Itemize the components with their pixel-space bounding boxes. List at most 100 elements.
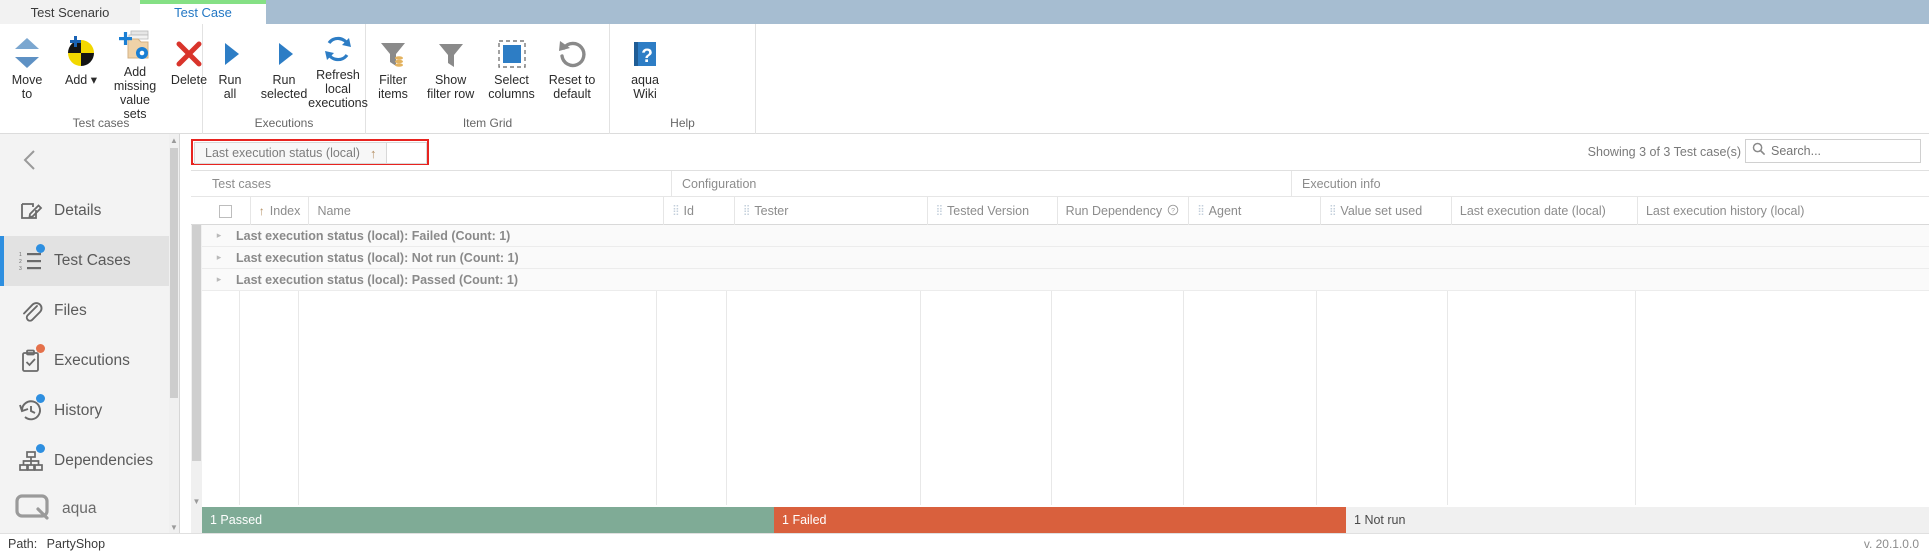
ribbon-tab-strip: Test Scenario Test Case: [0, 0, 1929, 24]
sort-ascending-icon: ↑: [258, 204, 265, 218]
status-segment-not-run-label: 1 Not run: [1354, 513, 1406, 527]
sidebar-badge-dependencies: [36, 444, 45, 453]
group-row-passed[interactable]: ▸ Last execution status (local): Passed …: [202, 269, 1929, 291]
refresh-local-executions-button[interactable]: Refresh local executions: [308, 28, 368, 110]
brand[interactable]: aqua: [14, 492, 96, 525]
header-agent[interactable]: ⣿ Agent: [1189, 197, 1322, 225]
header-value-set-used-label: Value set used: [1340, 204, 1423, 218]
header-tested-version[interactable]: ⣿ Tested Version: [928, 197, 1058, 225]
expand-collapse-icon[interactable]: ▸: [216, 252, 222, 262]
column-grip-icon: ⣿: [935, 205, 943, 216]
show-filter-row-label: Show filter row: [427, 73, 475, 101]
group-row-not-run-label: Last execution status (local): Not run (…: [236, 250, 519, 265]
main-content: Last execution status (local) ↑ Showing …: [180, 134, 1929, 533]
header-run-dependency-label: Run Dependency: [1065, 204, 1163, 218]
delete-button[interactable]: Delete: [162, 28, 216, 110]
add-missing-value-sets-button[interactable]: Add missing value sets: [108, 28, 162, 121]
add-button[interactable]: Add ▾: [54, 28, 108, 110]
expand-collapse-icon[interactable]: ▸: [216, 274, 222, 284]
refresh-local-executions-icon: [322, 28, 354, 65]
grid-header-row: ↑ Index Name ⣿ Id ⣿ Tester ⣿ Tested Vers…: [191, 197, 1929, 225]
scroll-down-icon[interactable]: ▼: [170, 522, 178, 532]
sidebar-item-executions[interactable]: Executions: [0, 336, 179, 386]
select-columns-label: Select columns: [488, 73, 535, 101]
sidebar-item-files[interactable]: Files: [0, 286, 179, 336]
status-segment-failed: 1 Failed: [774, 507, 1347, 533]
header-agent-label: Agent: [1208, 204, 1242, 218]
files-icon: [14, 296, 48, 326]
sidebar-scrollbar[interactable]: ▲ ▼: [169, 134, 179, 533]
move-to-button[interactable]: Move to: [0, 28, 54, 110]
header-last-execution-history[interactable]: Last execution history (local): [1638, 197, 1929, 225]
tab-test-scenario[interactable]: Test Scenario: [0, 0, 140, 24]
sidebar-item-details-label: Details: [54, 202, 102, 219]
header-last-execution-date-label: Last execution date (local): [1459, 204, 1606, 218]
search-box[interactable]: [1745, 139, 1921, 163]
select-all-checkbox[interactable]: [219, 204, 233, 218]
version-label: v. 20.1.0.0: [1863, 537, 1919, 551]
grid-band-row: Test cases Configuration Execution info: [191, 171, 1929, 197]
group-by-panel[interactable]: Last execution status (local) ↑: [191, 139, 430, 165]
header-tester[interactable]: ⣿ Tester: [735, 197, 928, 225]
search-icon: [1752, 142, 1765, 160]
tab-test-case-label: Test Case: [174, 4, 232, 20]
group-row-failed[interactable]: ▸ Last execution status (local): Failed …: [202, 225, 1929, 247]
status-bar: Path: PartyShop v. 20.1.0.0: [0, 533, 1929, 555]
sidebar-item-history[interactable]: History: [0, 386, 179, 436]
group-row-failed-label: Last execution status (local): Failed (C…: [236, 228, 511, 243]
select-columns-button[interactable]: Select columns: [481, 28, 542, 110]
reset-to-default-button[interactable]: Reset to default: [542, 28, 603, 110]
run-selected-label: Run selected: [260, 73, 308, 101]
chevron-left-icon[interactable]: [16, 146, 44, 174]
filter-items-button[interactable]: Filter items: [366, 28, 420, 110]
svg-text:1: 1: [19, 252, 22, 258]
sidebar-item-files-label: Files: [54, 302, 87, 319]
help-circle-icon[interactable]: ?: [1167, 204, 1179, 219]
header-last-execution-date[interactable]: Last execution date (local): [1452, 197, 1638, 225]
header-value-set-used[interactable]: ⣿ Value set used: [1321, 197, 1452, 225]
sidebar-scroll-thumb[interactable]: [170, 148, 178, 398]
group-row-not-run[interactable]: ▸ Last execution status (local): Not run…: [202, 247, 1929, 269]
grid-scroll-down-icon[interactable]: ▼: [192, 496, 201, 506]
grid-empty-area: [191, 291, 1929, 505]
sidebar-item-dependencies[interactable]: Dependencies: [0, 436, 179, 486]
sidebar-item-test-cases[interactable]: 1 2 3 Test Cases: [0, 236, 179, 286]
run-selected-button[interactable]: Run selected: [257, 28, 311, 110]
svg-text:?: ?: [1171, 207, 1175, 214]
sidebar-badge-test-cases: [36, 244, 45, 253]
band-execution-info-label: Execution info: [1302, 177, 1381, 191]
breadcrumb: Path: PartyShop: [8, 537, 105, 551]
header-id[interactable]: ⣿ Id: [664, 197, 736, 225]
sidebar-item-details[interactable]: Details: [0, 186, 179, 236]
sort-ascending-icon[interactable]: ↑: [369, 145, 377, 161]
band-test-cases-label: Test cases: [212, 177, 272, 191]
band-configuration: Configuration: [672, 171, 1292, 197]
add-label: Add ▾: [65, 73, 97, 87]
dependencies-icon: [14, 444, 48, 476]
search-input[interactable]: [1771, 144, 1914, 158]
header-run-dependency[interactable]: Run Dependency ?: [1058, 197, 1190, 225]
status-segment-failed-label: 1 Failed: [782, 513, 827, 527]
run-all-button[interactable]: Run all: [203, 28, 257, 110]
empty-column-index: [240, 291, 299, 505]
ribbon-group-executions: Run all Run selected: [203, 24, 368, 134]
refresh-local-executions-label: Refresh local executions: [308, 68, 368, 110]
aqua-wiki-icon: ?: [629, 28, 661, 70]
group-by-panel-dropzone[interactable]: [387, 142, 428, 164]
reset-to-default-label: Reset to default: [548, 73, 596, 101]
tab-test-case[interactable]: Test Case: [140, 0, 266, 24]
svg-text:?: ?: [641, 46, 653, 67]
status-segment-passed: 1 Passed: [202, 507, 775, 533]
group-by-chip-last-execution-status[interactable]: Last execution status (local) ↑: [194, 142, 388, 164]
status-segment-not-run: 1 Not run: [1346, 507, 1929, 533]
header-index[interactable]: ↑ Index: [251, 197, 310, 225]
header-select-all[interactable]: [202, 197, 251, 225]
expand-collapse-icon[interactable]: ▸: [216, 230, 222, 240]
grid-scroll-thumb[interactable]: [192, 221, 201, 461]
aqua-wiki-button[interactable]: ? aqua Wiki: [610, 28, 680, 110]
header-id-label: Id: [683, 204, 694, 218]
scroll-up-icon[interactable]: ▲: [170, 135, 178, 145]
header-name[interactable]: Name: [309, 197, 665, 225]
show-filter-row-button[interactable]: Show filter row: [420, 28, 481, 110]
add-icon: [64, 28, 98, 70]
